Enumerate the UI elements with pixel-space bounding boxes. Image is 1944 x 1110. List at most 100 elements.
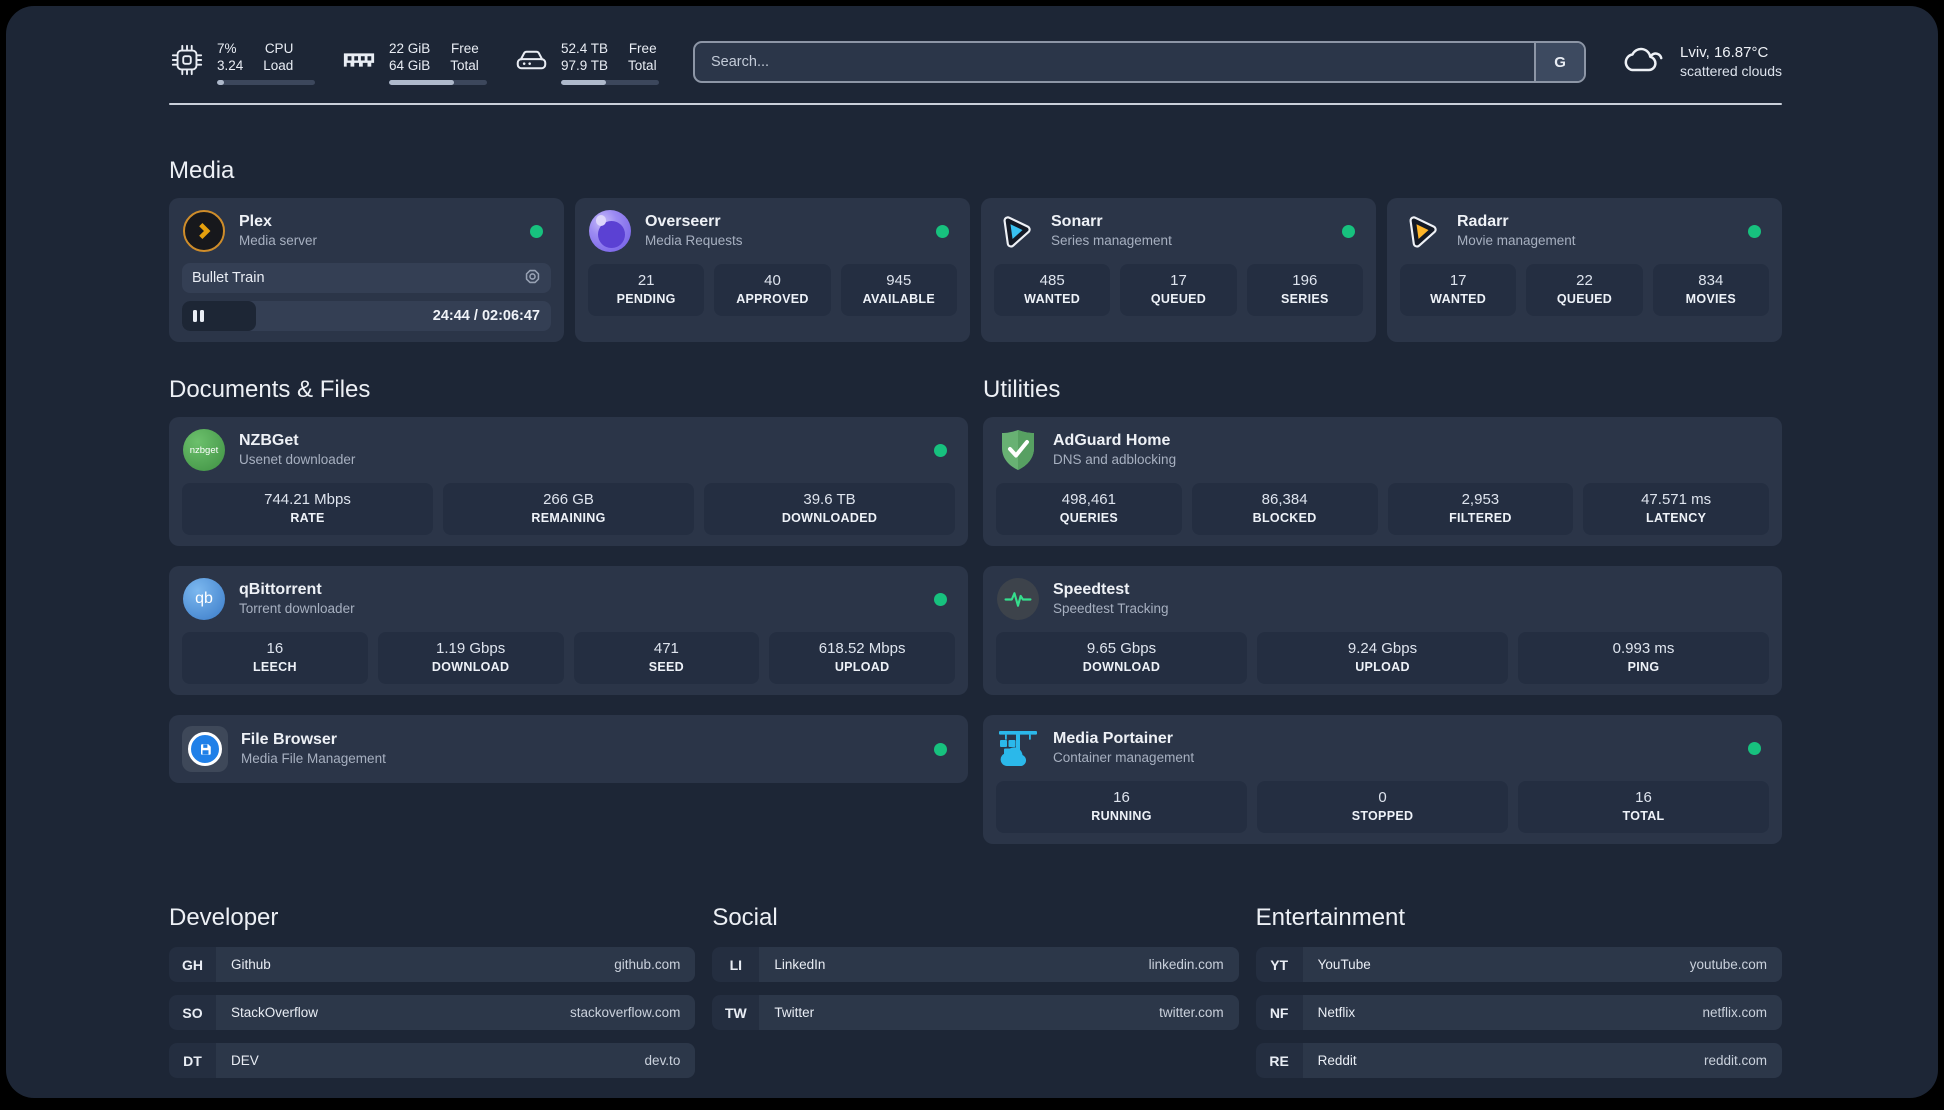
top-bar: 7% 3.24 CPU Load — [169, 36, 1782, 88]
pause-icon — [193, 310, 204, 322]
bookmark-dev[interactable]: DT DEV dev.to — [169, 1043, 696, 1078]
ram-total-label: Total — [450, 58, 479, 73]
stat-tile: 2,953 FILTERED — [1387, 483, 1574, 535]
bookmark-abbr: GH — [169, 947, 216, 982]
qbittorrent-icon: qb — [183, 578, 225, 620]
stat-tile: 1.19 Gbps DOWNLOAD — [377, 632, 564, 684]
disk-metric: 52.4 TB 97.9 TB Free Total — [513, 40, 659, 85]
section-title-social: Social — [712, 904, 778, 931]
card-subtitle: Media Requests — [645, 233, 743, 249]
status-dot — [1748, 741, 1761, 755]
section-developer: Developer GH Github github.com SO StackO… — [169, 904, 696, 1078]
nzbget-icon: nzbget — [183, 429, 225, 471]
stat-tile: 266 GB REMAINING — [443, 483, 694, 535]
card-filebrowser[interactable]: File Browser Media File Management — [169, 715, 968, 783]
bookmark-reddit[interactable]: RE Reddit reddit.com — [1255, 1043, 1782, 1078]
film-icon — [524, 268, 541, 289]
cpu-load-value: 3.24 — [217, 58, 244, 73]
weather-condition: scattered clouds — [1680, 63, 1782, 79]
stat-tile: 834 MOVIES — [1652, 264, 1769, 316]
card-subtitle: DNS and adblocking — [1053, 452, 1177, 468]
section-title-documents: Documents & Files — [169, 376, 371, 403]
bookmark-youtube[interactable]: YT YouTube youtube.com — [1255, 947, 1782, 982]
card-portainer[interactable]: Media Portainer Container management 16 … — [983, 715, 1782, 844]
stat-tile: 196 SERIES — [1246, 264, 1363, 316]
ram-total-value: 64 GiB — [389, 58, 431, 73]
status-dot — [934, 592, 947, 606]
bookmark-abbr: NF — [1255, 995, 1303, 1030]
disk-progress-bar — [561, 79, 659, 85]
stat-tile: 21 PENDING — [588, 264, 705, 316]
card-nzbget[interactable]: nzbget NZBGet Usenet downloader 744.21 M… — [169, 417, 968, 546]
now-playing-title: Bullet Train — [192, 270, 265, 286]
bookmark-abbr: DT — [169, 1043, 216, 1078]
card-subtitle: Speedtest Tracking — [1053, 601, 1169, 617]
stat-tile: 0 STOPPED — [1257, 781, 1508, 833]
bookmark-abbr: SO — [169, 995, 216, 1030]
now-playing-row: Bullet Train — [182, 263, 551, 293]
search-provider-button[interactable]: G — [1534, 43, 1585, 81]
section-title-entertainment: Entertainment — [1255, 904, 1406, 931]
radarr-icon — [1400, 209, 1444, 253]
dashboard: 7% 3.24 CPU Load — [6, 6, 1938, 1098]
cpu-load-label: Load — [263, 58, 294, 73]
stat-tile: 86,384 BLOCKED — [1191, 483, 1378, 535]
stat-tile: 618.52 Mbps UPLOAD — [769, 632, 955, 684]
card-radarr[interactable]: Radarr Movie management 17 WANTED 22 QUE… — [1387, 198, 1782, 342]
bookmark-url: stackoverflow.com — [570, 1005, 681, 1020]
bookmark-abbr: LI — [712, 947, 760, 982]
stat-tile: 40 APPROVED — [714, 264, 831, 316]
adguard-icon — [996, 428, 1040, 472]
cpu-progress-fill — [217, 79, 224, 85]
card-subtitle: Media File Management — [241, 751, 386, 767]
section-social: Social LI LinkedIn linkedin.com TW Twitt… — [712, 904, 1239, 1078]
bookmark-name: YouTube — [1317, 957, 1371, 972]
card-subtitle: Movie management — [1457, 233, 1576, 249]
disk-progress-fill — [561, 79, 607, 85]
playback-time: 24:44 / 02:06:47 — [432, 308, 540, 324]
bookmark-name: DEV — [231, 1053, 259, 1068]
bookmark-url: twitter.com — [1159, 1005, 1224, 1020]
card-qbittorrent[interactable]: qb qBittorrent Torrent downloader 16 LEE… — [169, 566, 968, 695]
bookmark-name: LinkedIn — [774, 957, 826, 972]
card-title: File Browser — [241, 731, 338, 749]
status-dot — [934, 443, 947, 457]
card-subtitle: Container management — [1053, 750, 1195, 766]
bookmark-name: StackOverflow — [231, 1005, 319, 1020]
card-plex[interactable]: Plex Media server Bullet Train — [169, 198, 564, 342]
card-subtitle: Torrent downloader — [239, 601, 355, 617]
section-utilities: Utilities AdGuard Home — [983, 376, 1782, 844]
search-input[interactable] — [695, 43, 1535, 81]
portainer-icon — [996, 726, 1040, 770]
card-overseerr[interactable]: Overseerr Media Requests 21 PENDING 40 A… — [575, 198, 970, 342]
bookmark-url: netflix.com — [1702, 1005, 1767, 1020]
card-speedtest[interactable]: Speedtest Speedtest Tracking 9.65 Gbps D… — [983, 566, 1782, 695]
disk-free-label: Free — [628, 40, 657, 56]
card-title: qBittorrent — [239, 581, 322, 599]
ram-icon — [341, 42, 377, 78]
card-adguard[interactable]: AdGuard Home DNS and adblocking 498,461 … — [983, 417, 1782, 546]
card-subtitle: Media server — [239, 233, 318, 249]
plex-icon — [183, 210, 225, 252]
card-sonarr[interactable]: Sonarr Series management 485 WANTED 17 Q… — [981, 198, 1376, 342]
status-dot — [1748, 224, 1761, 238]
bookmark-linkedin[interactable]: LI LinkedIn linkedin.com — [712, 947, 1239, 982]
bookmark-name: Reddit — [1317, 1053, 1357, 1068]
status-dot — [934, 742, 947, 756]
bookmark-twitter[interactable]: TW Twitter twitter.com — [712, 995, 1239, 1030]
cpu-progress-bar — [217, 79, 315, 85]
stat-tile: 16 TOTAL — [1518, 781, 1769, 833]
cpu-icon — [169, 42, 205, 78]
card-title: Media Portainer — [1053, 730, 1174, 748]
cpu-metric: 7% 3.24 CPU Load — [169, 40, 315, 85]
header-divider — [169, 103, 1782, 105]
bookmark-stackoverflow[interactable]: SO StackOverflow stackoverflow.com — [169, 995, 696, 1030]
stat-tile: 9.65 Gbps DOWNLOAD — [996, 632, 1247, 684]
weather-location-temp: Lviv, 16.87°C — [1680, 44, 1769, 61]
cpu-usage-label: CPU — [264, 40, 294, 56]
bookmark-github[interactable]: GH Github github.com — [169, 947, 696, 982]
card-title: Radarr — [1457, 213, 1509, 231]
bookmark-netflix[interactable]: NF Netflix netflix.com — [1255, 995, 1782, 1030]
bookmark-url: youtube.com — [1689, 957, 1767, 972]
stat-tile: 17 WANTED — [1400, 264, 1517, 316]
